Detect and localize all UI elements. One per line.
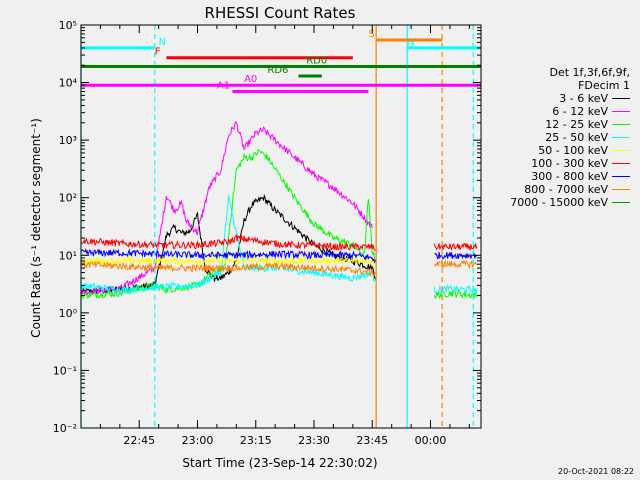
y-tick-label: 10⁻² (53, 422, 77, 435)
state-bar-label: RD6 (267, 65, 288, 76)
plot-area: N NFSRD6RD0A0A110⁻²10⁻¹10⁰10¹10²10³10⁴10⁵… (53, 19, 482, 447)
y-axis-label: Count Rate (s⁻¹ detector segment⁻¹) (29, 118, 43, 338)
y-tick-label: 10⁻¹ (53, 364, 77, 377)
x-tick-label: 00:00 (415, 434, 447, 447)
x-tick-label: 23:00 (182, 434, 214, 447)
legend-swatch (612, 111, 630, 112)
legend: Det 1f,3f,6f,9f, FDecim 1 3 - 6 keV 6 - 1… (480, 66, 630, 209)
legend-header-line: FDecim 1 (578, 79, 630, 92)
state-bar-label: RD0 (306, 56, 327, 67)
legend-entry: 50 - 100 keV (480, 144, 630, 157)
plot-frame (80, 24, 482, 429)
y-tick-label: 10⁴ (59, 77, 78, 90)
legend-entry-label: 300 - 800 keV (531, 170, 608, 183)
state-bar-label: F (155, 47, 161, 58)
chart-title: RHESSI Count Rates (205, 4, 356, 22)
series-line (81, 259, 478, 277)
y-tick-label: 10² (59, 192, 77, 205)
x-tick-label: 22:45 (123, 434, 155, 447)
state-bar-label: A1 (217, 80, 230, 91)
legend-entry-label: 100 - 300 keV (531, 157, 608, 170)
legend-entry: 25 - 50 keV (480, 131, 630, 144)
series-line (81, 195, 478, 295)
state-bar-label: N (407, 37, 414, 48)
state-bar-label: S (368, 29, 374, 40)
x-tick-label: 23:30 (298, 434, 330, 447)
y-tick-label: 10⁰ (59, 307, 78, 320)
legend-entry-label: 6 - 12 keV (552, 105, 608, 118)
y-tick-label: 10³ (59, 134, 77, 147)
legend-header-line: Det 1f,3f,6f,9f, (549, 66, 630, 79)
x-tick-label: 23:15 (240, 434, 272, 447)
series-line (81, 120, 373, 297)
legend-entry-label: 50 - 100 keV (538, 144, 608, 157)
legend-entry-label: 800 - 7000 keV (524, 183, 608, 196)
state-bar-label: A0 (244, 74, 257, 85)
legend-entry-label: 25 - 50 keV (545, 131, 608, 144)
series-line (81, 255, 377, 267)
x-axis-label: Start Time (23-Sep-14 22:30:02) (182, 456, 377, 470)
legend-entry-label: 7000 - 15000 keV (510, 196, 608, 209)
legend-entry-label: 3 - 6 keV (559, 92, 608, 105)
legend-entry: 6 - 12 keV (480, 105, 630, 118)
legend-swatch (612, 98, 630, 99)
legend-entry-label: 12 - 25 keV (545, 118, 608, 131)
state-bar-label: N (159, 37, 166, 48)
legend-swatch (612, 176, 630, 177)
legend-swatch (612, 163, 630, 164)
legend-entry: 300 - 800 keV (480, 170, 630, 183)
y-tick-label: 10¹ (59, 249, 77, 262)
x-tick-label: 23:45 (356, 434, 388, 447)
legend-swatch (612, 124, 630, 125)
legend-entry: 7000 - 15000 keV (480, 196, 630, 209)
series-line (81, 233, 478, 252)
legend-swatch (612, 150, 630, 151)
legend-entry: 800 - 7000 keV (480, 183, 630, 196)
legend-swatch (612, 202, 630, 203)
legend-swatch (612, 189, 630, 190)
legend-entry: 100 - 300 keV (480, 157, 630, 170)
legend-entry: 3 - 6 keV (480, 92, 630, 105)
legend-swatch (612, 137, 630, 138)
timestamp: 20-Oct-2021 08:22 (558, 467, 634, 476)
series-line (81, 247, 478, 264)
legend-entry: 12 - 25 keV (480, 118, 630, 131)
y-tick-label: 10⁵ (59, 19, 77, 32)
